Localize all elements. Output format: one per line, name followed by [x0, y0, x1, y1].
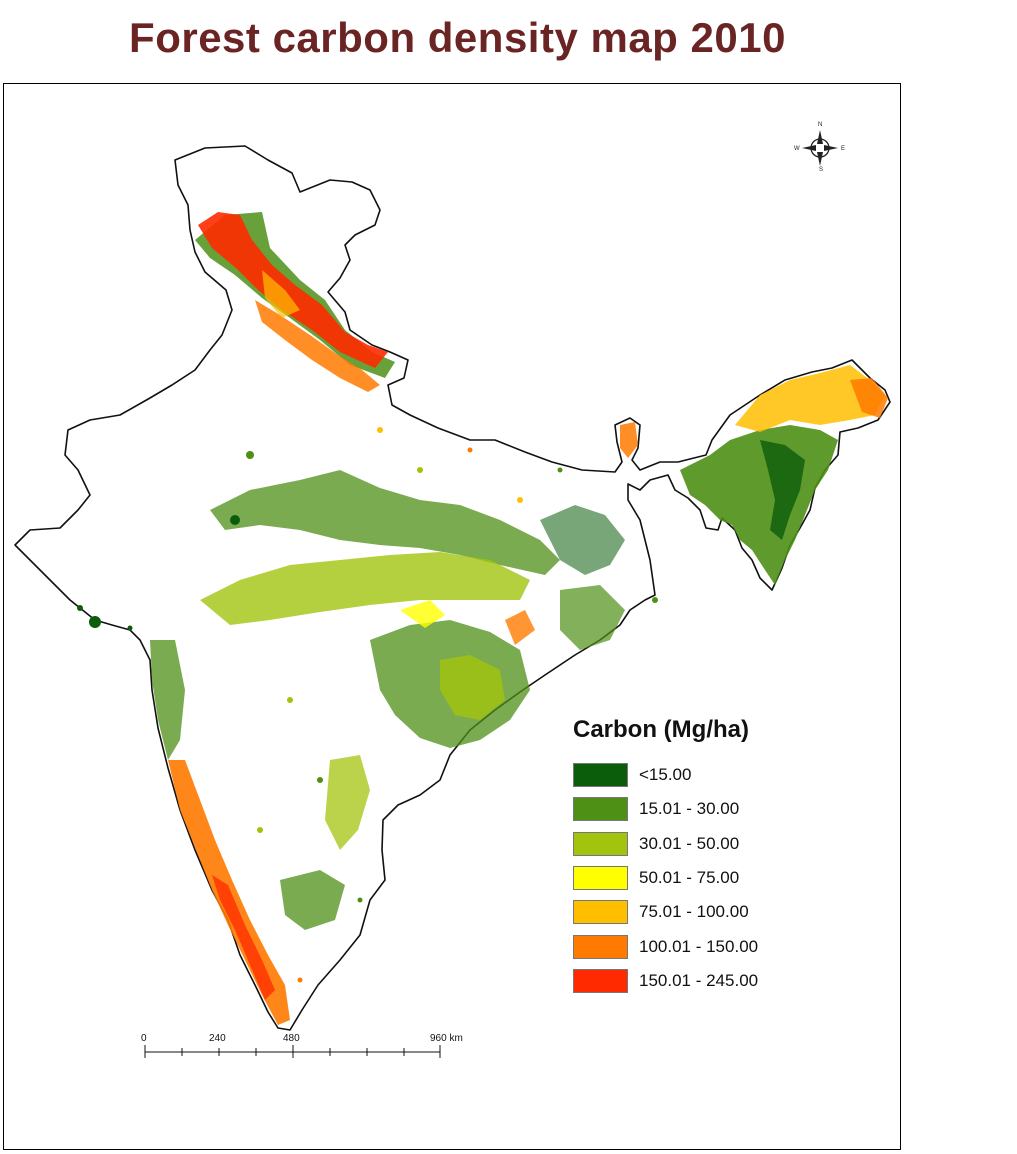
north-arrow-icon — [802, 130, 838, 166]
central-yellow-1 — [400, 600, 445, 628]
sikkim-patch — [620, 422, 638, 458]
legend-item: 50.01 - 75.00 — [573, 861, 758, 895]
legend-swatch — [573, 968, 628, 993]
legend-label: 15.01 - 30.00 — [639, 799, 740, 819]
himalaya-red-band — [198, 212, 388, 368]
south-green — [280, 870, 345, 930]
legend-label: 150.01 - 245.00 — [639, 970, 759, 990]
legend-swatch — [573, 866, 628, 891]
legend-items: <15.00 15.01 - 30.00 30.01 - 50.00 50.01 - … — [573, 758, 758, 998]
central-green-1 — [210, 470, 560, 575]
legend-swatch — [573, 831, 628, 856]
himalaya-yellow-band — [262, 270, 300, 318]
central-yellowgreen-2 — [440, 655, 505, 720]
legend-swatch — [573, 900, 628, 925]
scale-bar-graphic — [144, 1045, 441, 1058]
himalaya-orange-band — [255, 300, 380, 392]
scale-label-0: 0 — [141, 1033, 147, 1044]
north-arrow-labels: N S E W — [794, 120, 853, 178]
central-green-3 — [540, 505, 625, 575]
central-green-4 — [560, 585, 625, 650]
legend-label: 100.01 - 150.00 — [639, 936, 759, 956]
western-ghats-green — [150, 640, 185, 760]
northeast-yellow — [735, 365, 885, 432]
legend-swatch — [573, 797, 628, 822]
scale-label-480: 480 — [283, 1033, 300, 1044]
scale-label-240: 240 — [209, 1033, 226, 1044]
central-orange-1 — [505, 610, 535, 645]
map-frame — [3, 83, 901, 1150]
legend-swatch — [573, 763, 628, 788]
legend-item: <15.00 — [573, 758, 758, 792]
compass-w: W — [794, 146, 800, 152]
forest-specks — [77, 427, 658, 983]
legend-label: 50.01 - 75.00 — [639, 868, 740, 888]
legend-item: 15.01 - 30.00 — [573, 792, 758, 826]
central-yellowgreen-1 — [200, 552, 530, 625]
legend-item: 100.01 - 150.00 — [573, 929, 758, 963]
legend-swatch — [573, 934, 628, 959]
scale-label-960: 960 km — [430, 1033, 463, 1044]
compass-n: N — [818, 122, 823, 128]
legend: Carbon (Mg/ha) <15.00 15.01 - 30.00 30.01 … — [573, 716, 758, 998]
compass-e: E — [841, 146, 846, 152]
compass-s: S — [819, 167, 824, 173]
map-title: Forest carbon density map 2010 — [129, 14, 786, 61]
legend-label: <15.00 — [639, 765, 692, 785]
legend-item: 150.01 - 245.00 — [573, 964, 758, 998]
legend-label: 30.01 - 50.00 — [639, 833, 740, 853]
legend-item: 30.01 - 50.00 — [573, 827, 758, 861]
western-ghats-red — [212, 875, 275, 1000]
legend-label: 75.01 - 100.00 — [639, 902, 749, 922]
legend-title: Carbon (Mg/ha) — [573, 716, 749, 743]
northeast-orange — [850, 378, 888, 418]
legend-item: 75.01 - 100.00 — [573, 895, 758, 929]
east-ghats-green — [325, 755, 370, 850]
northeast-darkgreen — [760, 440, 805, 540]
